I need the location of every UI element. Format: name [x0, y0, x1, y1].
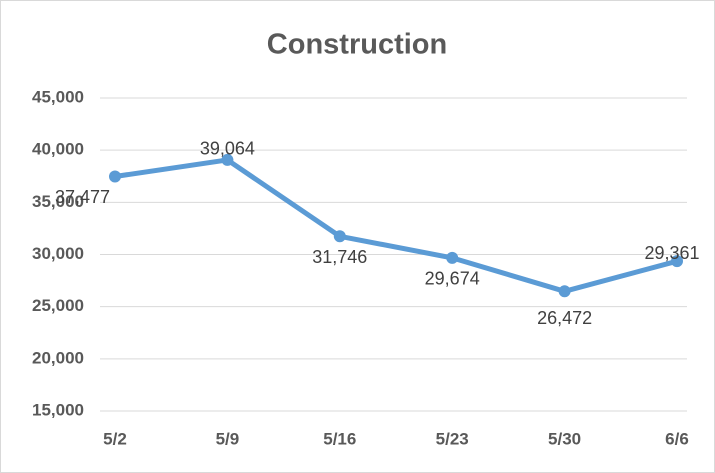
x-tick-label: 6/6 — [665, 429, 689, 448]
data-point — [558, 285, 571, 298]
data-point — [446, 251, 459, 264]
x-tick-label: 5/30 — [548, 429, 581, 448]
data-label: 37,477 — [55, 187, 110, 207]
y-tick-label: 30,000 — [32, 244, 84, 263]
y-tick-label: 15,000 — [32, 400, 84, 419]
data-point — [333, 230, 346, 243]
x-tick-label: 5/2 — [103, 429, 127, 448]
data-point — [109, 170, 121, 183]
y-tick-label: 25,000 — [32, 296, 84, 315]
y-tick-label: 45,000 — [32, 87, 84, 106]
x-tick-label: 5/16 — [323, 429, 356, 448]
x-tick-label: 5/9 — [216, 429, 240, 448]
x-tick-label: 5/23 — [436, 429, 469, 448]
data-point — [671, 255, 683, 268]
chart-title: Construction — [267, 29, 447, 61]
y-tick-label: 35,000 — [32, 192, 84, 211]
y-tick-label: 20,000 — [32, 348, 84, 367]
series-line — [112, 157, 680, 294]
data-label: 29,674 — [425, 269, 480, 289]
data-label: 29,361 — [644, 243, 699, 263]
data-label: 26,472 — [537, 308, 592, 328]
data-label: 39,064 — [200, 139, 255, 159]
data-point — [221, 153, 234, 166]
y-tick-label: 40,000 — [32, 140, 84, 159]
data-label: 31,746 — [312, 247, 367, 267]
